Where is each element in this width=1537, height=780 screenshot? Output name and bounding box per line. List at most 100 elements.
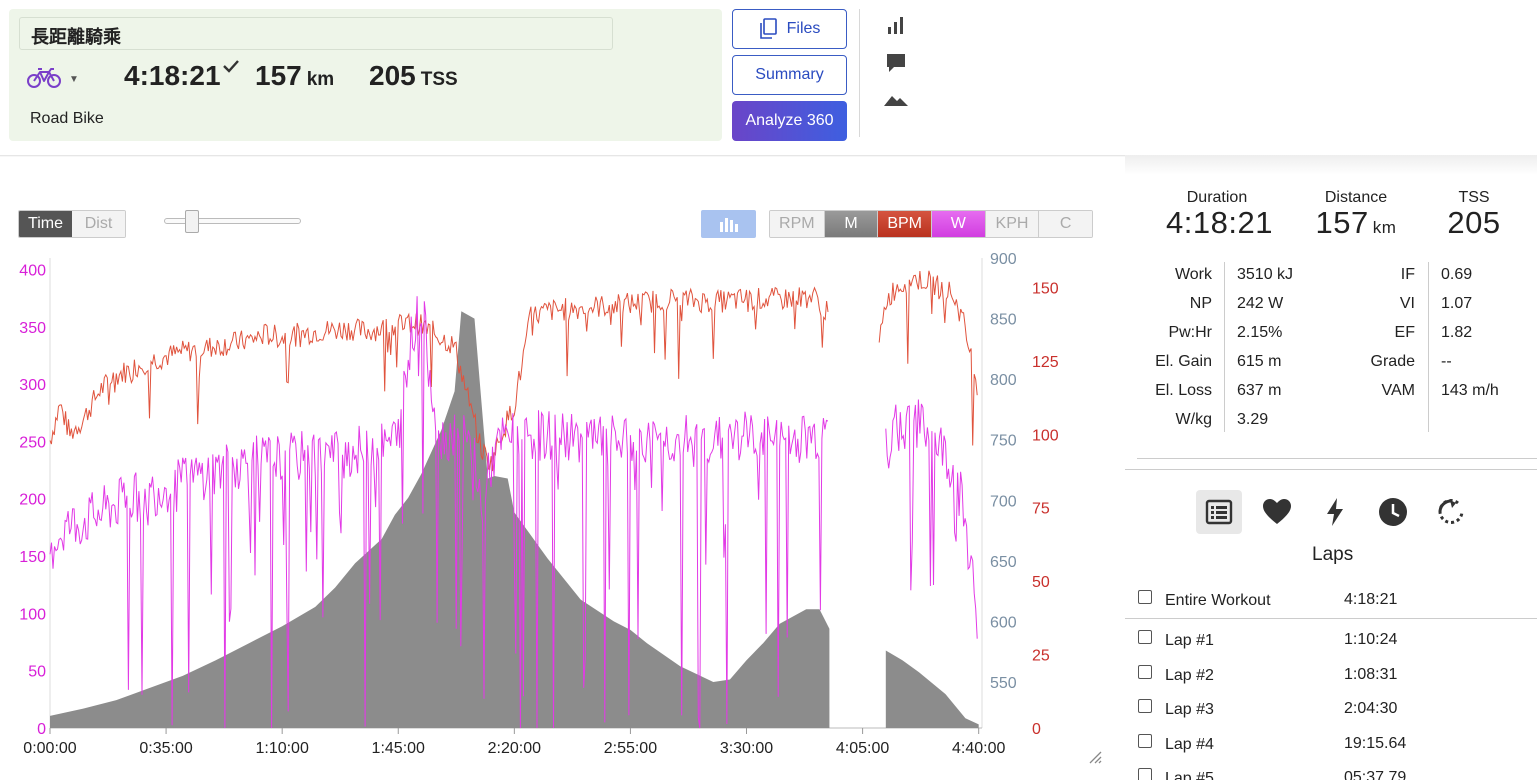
metric-label: Grade [1370,353,1415,370]
lap-row-entire[interactable]: Entire Workout 4:18:21 [1138,590,1537,620]
x-axis-tick-label: 1:45:00 [372,740,425,757]
sport-type-label: Road Bike [30,110,104,127]
resize-handle-icon[interactable] [1088,750,1102,764]
lap-row[interactable]: Lap #4 19:15.64 [1138,733,1537,764]
metric-label: W/kg [1175,411,1212,428]
summary-button[interactable]: Summary [732,55,847,95]
power-axis-tick: 300 [19,377,46,394]
metric-label: El. Loss [1155,382,1212,399]
list-icon [1205,499,1233,525]
chevron-down-icon[interactable]: ▼ [69,74,79,85]
power-axis-tick: 0 [37,721,46,738]
metric-label: IF [1400,266,1415,283]
channel-toggle-c[interactable]: C [1038,211,1092,237]
channel-toggle-rpm[interactable]: RPM [770,211,824,237]
power-axis-tick: 200 [19,492,46,509]
lap-time: 1:10:24 [1344,631,1398,648]
lap-checkbox[interactable] [1138,630,1152,644]
analyze-360-button[interactable]: Analyze 360 [732,101,847,141]
power-axis-tick: 350 [19,320,46,337]
lap-name: Lap #2 [1165,666,1214,684]
header-tss: 205 TSS [369,60,458,91]
metric-value: 3510 kJ [1237,266,1294,283]
lap-row[interactable]: Lap #5 05:37.79 [1138,768,1537,780]
elevation-area [885,650,979,728]
comment-icon[interactable] [886,53,906,73]
channel-toggle-m[interactable]: M [823,211,878,237]
laps-divider [1125,618,1537,619]
lap-checkbox[interactable] [1138,664,1152,679]
heart-rate-axis-tick: 125 [1032,354,1059,371]
elevation-axis-tick: 550 [990,675,1017,692]
zoom-slider-track[interactable] [164,218,301,224]
heart-rate-line [49,270,978,472]
chart-type-button[interactable] [701,210,756,238]
metric-value: 1.07 [1441,295,1473,312]
lap-time: 05:37.79 [1344,769,1407,780]
metric-value: 242 W [1237,295,1284,312]
lap-name: Lap #3 [1165,701,1214,719]
power-line [49,296,978,729]
panel-top-shadow [1125,155,1537,175]
x-axis-tick-label: 0:35:00 [139,740,192,757]
lap-row[interactable]: Lap #2 1:08:31 [1138,664,1537,695]
tab-power[interactable] [1312,490,1358,534]
power-axis-tick: 100 [19,606,46,623]
lap-time: 2:04:30 [1344,700,1398,718]
channel-toggle-bpm[interactable]: BPM [877,211,931,237]
axis-mode-toggle: Time Dist [18,210,126,238]
tab-heart-rate[interactable] [1254,490,1300,534]
lap-time: 4:18:21 [1344,591,1398,608]
heart-rate-axis-tick: 50 [1032,574,1050,591]
x-axis-tick-label: 2:55:00 [604,740,657,757]
tab-time[interactable] [1370,490,1416,534]
metric-label: El. Gain [1155,353,1212,370]
summary-button-label: Summary [755,66,824,83]
bar-chart-icon [719,218,738,232]
heart-icon [1263,499,1291,524]
channel-toggle-w[interactable]: W [931,211,985,237]
workout-chart[interactable]: 0501001502002503003504005506006507007508… [0,250,1110,780]
lap-row[interactable]: Lap #3 2:04:30 [1138,699,1537,729]
metric-label: Work [1174,266,1212,283]
axis-mode-time[interactable]: Time [19,211,72,237]
elevation-axis-tick: 850 [990,312,1017,329]
x-axis-tick-label: 3:30:00 [720,740,773,757]
lap-time: 19:15.64 [1344,734,1407,752]
metric-label: VI [1399,295,1415,312]
workout-title-input[interactable]: 長距離騎乘 [19,17,613,50]
tab-cadence[interactable] [1428,490,1474,534]
tab-laps[interactable] [1196,490,1242,534]
lap-name: Entire Workout [1165,592,1271,609]
lap-checkbox[interactable] [1138,768,1152,780]
lap-time: 1:08:31 [1344,665,1398,683]
summary-distance-label: Distance [1324,189,1388,206]
lap-name: Lap #4 [1165,735,1214,753]
channel-toggle-kph[interactable]: KPH [984,211,1039,237]
header-distance: 157 km [255,60,335,91]
lap-checkbox[interactable] [1138,733,1152,748]
x-axis-tick-label: 1:10:00 [255,740,308,757]
files-icon [759,18,777,39]
lap-checkbox[interactable] [1138,699,1152,714]
lap-row[interactable]: Lap #1 1:10:24 [1138,630,1537,660]
x-axis-tick-label: 4:40:00 [952,740,1005,757]
zoom-slider-thumb[interactable] [185,210,199,233]
power-axis-tick: 150 [19,549,46,566]
metric-label: VAM [1381,382,1415,399]
metrics-divider-right [1428,262,1429,432]
elevation-axis-tick: 650 [990,554,1017,571]
mountain-icon[interactable] [884,94,908,106]
bike-icon[interactable] [27,67,61,94]
header-duration: 4:18:21 [124,60,221,91]
files-button[interactable]: Files [732,9,847,49]
metric-value: 143 m/h [1441,382,1499,399]
lap-checkbox[interactable] [1138,590,1152,604]
lap-name: Lap #1 [1165,632,1214,649]
lap-name: Lap #5 [1165,770,1214,780]
axis-mode-dist[interactable]: Dist [72,211,125,237]
bar-chart-icon[interactable] [886,15,906,35]
heart-rate-axis-tick: 75 [1032,501,1050,518]
x-axis-tick-label: 0:00:00 [23,740,76,757]
